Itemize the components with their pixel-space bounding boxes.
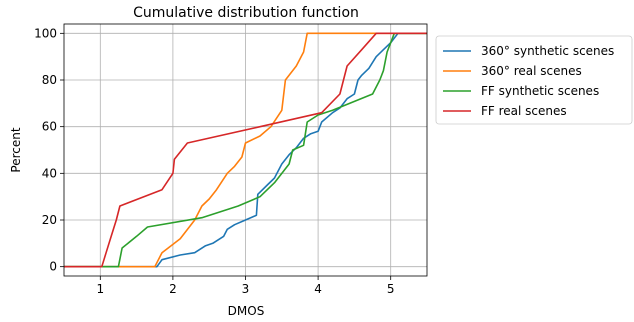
x-tick-label: 2 [169,282,177,296]
x-tick-label: 1 [96,282,104,296]
legend-entry-ff-synthetic: FF synthetic scenes [443,84,599,98]
legend-entry-360-synthetic: 360° synthetic scenes [443,44,614,58]
x-tick-label: 3 [242,282,250,296]
legend-entry-360-real: 360° real scenes [443,64,582,78]
series-line-360-real [64,32,427,268]
y-tick-label: 20 [42,213,57,227]
y-tick-label: 80 [42,73,57,87]
axis-ticks: 1 2 3 4 5 0 20 40 60 80 100 [34,26,394,296]
y-tick-label: 0 [49,260,57,274]
series-line-ff-real [64,32,427,268]
legend-frame [435,35,633,125]
legend: 360° synthetic scenes 360° real scenes F… [435,35,633,125]
legend-label-360-real: 360° real scenes [481,64,582,78]
legend-entry-ff-real: FF real scenes [443,104,567,118]
legend-label-360-synthetic: 360° synthetic scenes [481,44,614,58]
y-tick-label: 60 [42,120,57,134]
legend-label-ff-synthetic: FF synthetic scenes [481,84,599,98]
y-tick-label: 100 [34,26,57,40]
series-lines [64,32,427,268]
x-tick-label: 5 [387,282,395,296]
x-tick-label: 4 [314,282,322,296]
y-tick-label: 40 [42,166,57,180]
y-axis-label: Percent [9,127,23,172]
series-line-ff-synthetic [64,32,427,268]
x-axis-label: DMOS [228,304,265,318]
chart-title: Cumulative distribution function [133,5,359,21]
legend-label-ff-real: FF real scenes [481,104,567,118]
